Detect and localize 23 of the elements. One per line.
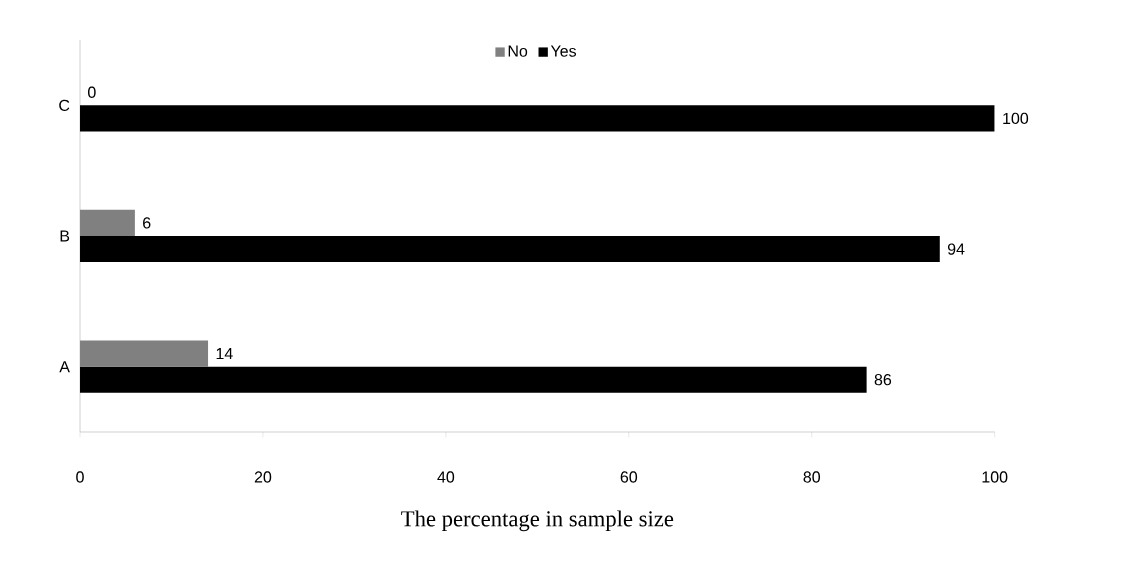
y-tick-label: A — [59, 361, 70, 373]
data-label: 14 — [216, 348, 233, 360]
x-tick-label: 80 — [803, 471, 821, 483]
y-tick-label: C — [59, 99, 70, 111]
bar — [80, 366, 867, 393]
x-tick-label: 100 — [982, 471, 1008, 483]
bar — [80, 105, 995, 132]
bar — [80, 209, 135, 236]
data-label: 94 — [947, 243, 965, 255]
x-tick-label: 20 — [254, 471, 272, 483]
data-label: 0 — [88, 86, 96, 98]
y-tick-label: B — [60, 230, 70, 242]
data-label: 86 — [874, 374, 892, 386]
x-tick-label: 60 — [620, 471, 638, 483]
x-tick-label: 40 — [437, 471, 455, 483]
data-label: 6 — [143, 217, 151, 229]
bar — [80, 340, 209, 367]
x-tick-label: 0 — [76, 471, 84, 483]
bar — [80, 235, 940, 263]
data-label: 100 — [1003, 112, 1029, 125]
legend-label: No — [508, 45, 528, 57]
legend-label: Yes — [550, 45, 577, 57]
x-axis-title: The percentage in sample size — [401, 510, 674, 532]
